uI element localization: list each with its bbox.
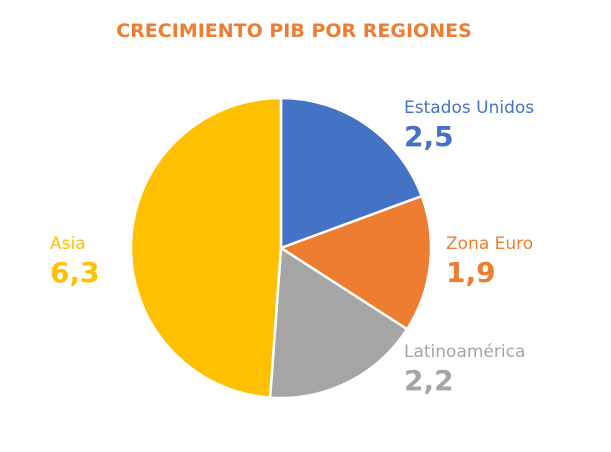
- label-value: 1,9: [446, 256, 496, 289]
- label-name: Estados Unidos: [404, 98, 535, 118]
- pie-slice-estados-unidos: [279, 96, 423, 250]
- pie-slice-latinoamerica: [268, 246, 409, 400]
- label-name: Latinoamérica: [404, 342, 526, 362]
- label-latinoamerica: Latinoamérica 2,2: [404, 344, 525, 395]
- label-value: 2,5: [404, 120, 454, 153]
- label-zona-euro: Zona Euro 1,9: [446, 236, 533, 287]
- label-value: 6,3: [50, 256, 100, 289]
- pie-slice-asia: [129, 96, 283, 399]
- label-name: Asia: [50, 234, 86, 254]
- label-estados-unidos: Estados Unidos 2,5: [404, 100, 534, 151]
- pie-slice-zona-euro: [279, 194, 433, 331]
- chart-title: CRECIMIENTO PIB POR REGIONES: [116, 20, 472, 42]
- label-asia: Asia 6,3: [50, 236, 100, 287]
- label-value: 2,2: [404, 364, 454, 397]
- label-name: Zona Euro: [446, 234, 534, 254]
